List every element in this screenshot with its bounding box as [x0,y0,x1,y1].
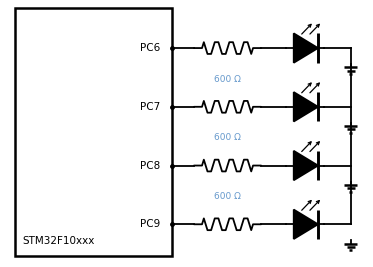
Text: 600 Ω: 600 Ω [214,75,241,84]
Text: 600 Ω: 600 Ω [214,134,241,143]
Text: PC7: PC7 [140,102,160,112]
Text: STM32F10xxx: STM32F10xxx [22,236,95,246]
Polygon shape [294,92,318,121]
Bar [15,8,172,256]
Polygon shape [294,210,318,239]
Text: PC6: PC6 [140,43,160,53]
Polygon shape [294,151,318,180]
Text: PC9: PC9 [140,219,160,229]
Text: PC8: PC8 [140,160,160,171]
Text: 600 Ω: 600 Ω [214,192,241,201]
Polygon shape [294,33,318,63]
